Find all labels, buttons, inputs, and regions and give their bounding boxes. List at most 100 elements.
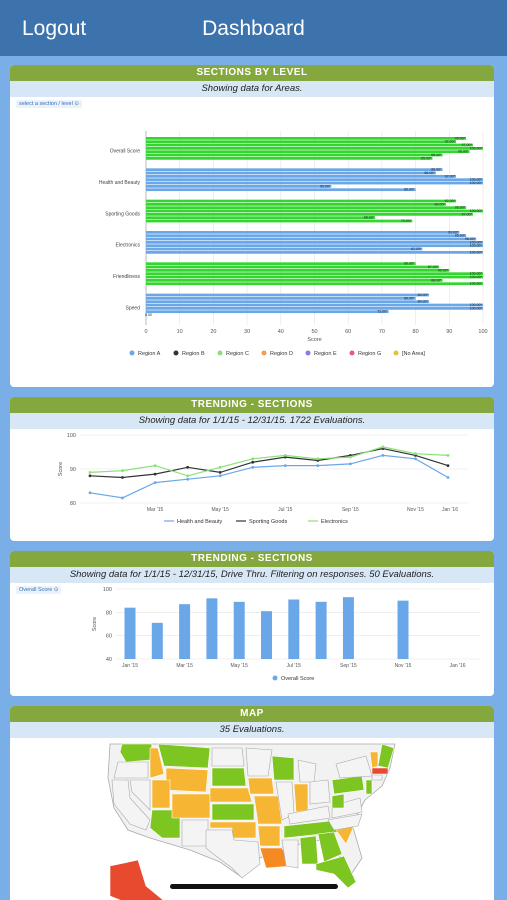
bar-value-label: 92.00* — [445, 199, 456, 203]
bar-value-label: 68.00* — [364, 216, 375, 220]
card-subtitle: Showing data for 1/1/15 - 12/31/15, Driv… — [10, 567, 494, 583]
state-ak[interactable] — [109, 859, 168, 900]
bar — [124, 607, 136, 659]
data-point — [446, 464, 450, 467]
category-label: Sporting Goods — [105, 211, 140, 217]
state-va[interactable] — [331, 797, 363, 819]
bar-value-label: 100.00* — [470, 303, 483, 307]
bar-value-label: 100.00* — [470, 306, 483, 310]
bar-value-label: 100.00* — [470, 272, 483, 276]
data-point — [121, 496, 124, 500]
series-line — [89, 447, 449, 479]
state-or[interactable] — [113, 761, 149, 779]
state-nm[interactable] — [181, 819, 209, 847]
x-tick-label: 10 — [177, 329, 183, 335]
state-ga[interactable] — [317, 831, 343, 863]
state-wa[interactable] — [119, 743, 153, 763]
state-nv[interactable] — [129, 779, 151, 811]
card-subtitle: 35 Evaluations. — [10, 722, 494, 738]
state-al[interactable] — [299, 835, 319, 865]
y-axis-title: Score — [92, 617, 98, 631]
y-tick-label: 90 — [70, 467, 76, 473]
state-fl[interactable] — [315, 855, 357, 889]
trending-bar-card: TRENDING - SECTIONS Showing data for 1/1… — [10, 551, 494, 696]
card-subtitle: Showing data for 1/1/15 - 12/31/15. 1722… — [10, 413, 494, 429]
trending-line-card: TRENDING - SECTIONS Showing data for 1/1… — [10, 397, 494, 541]
state-ne[interactable] — [209, 787, 253, 803]
bar — [146, 234, 467, 238]
state-mi[interactable] — [297, 759, 317, 783]
state-ma[interactable] — [371, 767, 389, 775]
state-ia[interactable] — [247, 777, 275, 795]
x-tick-label: 70 — [379, 329, 385, 335]
section-level-dropdown[interactable]: select a section / level ⊙ — [16, 100, 82, 108]
legend-marker — [349, 350, 355, 356]
state-ky[interactable] — [287, 805, 331, 825]
bar — [146, 199, 457, 203]
bar-value-label: 97.00* — [461, 212, 472, 216]
bar — [146, 262, 416, 266]
logout-button[interactable]: Logout — [22, 17, 87, 40]
state-nd[interactable] — [211, 747, 245, 767]
state-mo[interactable] — [253, 795, 283, 825]
trending-bar-chart: 40 60 80 100 Score Jan '15 Mar '15 May '15 Jul '… — [92, 587, 480, 682]
bar-value-label: 82.00* — [411, 247, 422, 251]
data-point — [283, 454, 287, 457]
data-point — [414, 457, 417, 461]
bar — [146, 168, 443, 172]
bar-value-label: 55.00* — [320, 184, 331, 188]
bar-value-label: 92.00* — [445, 174, 456, 178]
state-co[interactable] — [171, 793, 211, 819]
state-oh[interactable] — [309, 779, 331, 805]
state-ks[interactable] — [211, 803, 255, 821]
state-wv[interactable] — [331, 793, 345, 809]
series-line — [89, 446, 449, 477]
legend-marker — [217, 350, 223, 356]
data-point — [153, 481, 157, 484]
state-tx[interactable] — [205, 829, 261, 879]
bar — [146, 272, 483, 276]
section-dropdown[interactable]: Overall Score ⊙ — [16, 586, 62, 594]
state-mn[interactable] — [245, 747, 273, 777]
us-map[interactable] — [10, 738, 494, 900]
state-ct[interactable] — [371, 774, 383, 781]
bar — [146, 303, 483, 307]
x-axis-title: Score — [307, 337, 321, 343]
x-tick-label: 30 — [244, 329, 250, 335]
state-mt[interactable] — [157, 743, 211, 769]
bar-value-label: 89.00* — [435, 202, 446, 206]
legend-label: Health and Beauty — [177, 519, 223, 525]
legend-marker — [305, 350, 311, 356]
state-ca[interactable] — [111, 779, 151, 831]
state-ar[interactable] — [257, 825, 281, 847]
state-ms[interactable] — [281, 839, 299, 869]
bar — [146, 203, 446, 206]
card-subtitle: Showing data for Areas. — [10, 81, 494, 97]
data-point — [251, 460, 255, 464]
bar-value-label: 80.00* — [404, 296, 415, 300]
data-point — [348, 455, 352, 459]
state-id[interactable] — [149, 747, 165, 779]
state-in[interactable] — [293, 783, 309, 813]
bar-value-label: 88.00* — [431, 278, 442, 282]
bar — [146, 251, 483, 254]
bar-value-label: 80.00* — [404, 188, 415, 192]
state-sd[interactable] — [211, 767, 247, 787]
state-wy[interactable] — [165, 767, 209, 793]
x-tick-label: 80 — [413, 329, 419, 335]
state-wi[interactable] — [271, 755, 295, 781]
data-point — [121, 476, 124, 479]
state-ut[interactable] — [151, 779, 171, 809]
data-point — [283, 464, 287, 467]
map-card: MAP 35 Evaluations. — [10, 706, 494, 900]
bar-value-label: 0.00 — [145, 313, 152, 317]
bar — [146, 175, 457, 178]
y-tick-label: 60 — [106, 634, 112, 640]
state-nc[interactable] — [327, 813, 363, 831]
state-nj[interactable] — [365, 779, 373, 795]
x-tick-label: 40 — [278, 329, 284, 335]
legend-label: Region A — [138, 351, 161, 357]
legend-marker — [173, 350, 179, 356]
bar — [146, 157, 433, 160]
data-point — [251, 457, 255, 461]
